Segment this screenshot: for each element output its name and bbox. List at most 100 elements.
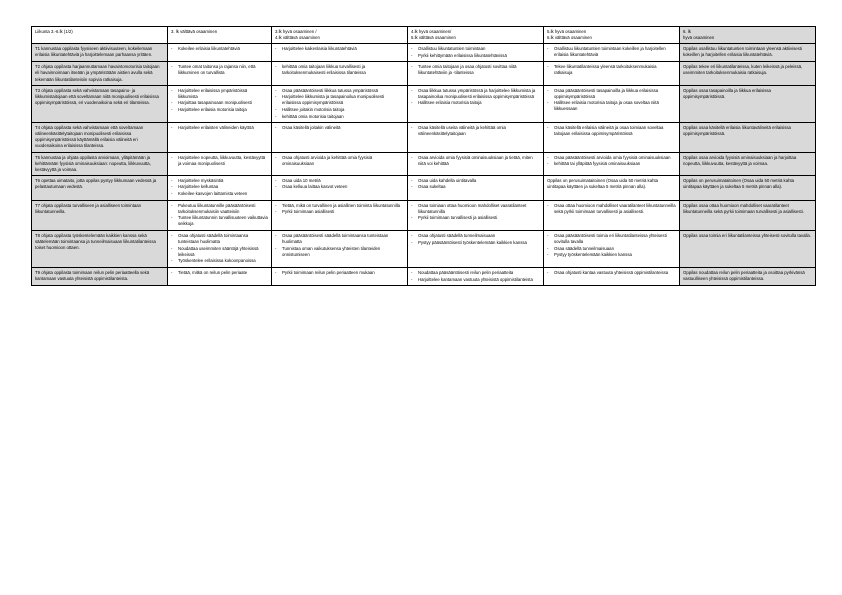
goal-text: T5 kannustaa ja ohjata oppilasta arvioim…	[35, 154, 151, 172]
criteria-cell: Osallistuu liikuntatuntien toimintaan ko…	[543, 43, 680, 63]
criteria-cell: Oppilas osaa ottaa huomioon mahdolliset …	[679, 199, 816, 231]
criteria-cell: Oppilas osallistuu liikuntatuntien toimi…	[679, 43, 816, 63]
goal-cell: T2 ohjata oppilasta harjaannuttamaan hav…	[31, 61, 168, 86]
list-item: Noudattaa pääsääntöisesti reilun pelin p…	[411, 270, 540, 276]
criteria-list: Osaa uida kahdella uintitavallaOsaa suke…	[411, 178, 540, 191]
criteria-cell: Osaa pääsääntöisesti toimia eri liikunta…	[543, 229, 680, 268]
list-item: Harjoittaa tasapainoaan monipuolisesti	[171, 100, 268, 106]
list-item: Osallistuu liikuntatuntien toimintaan ko…	[547, 46, 676, 58]
list-item: Harjoittelee liikkumista ja tasapainoilu…	[275, 94, 404, 106]
criteria-cell: Osaa käsitellä joitakin välineitä	[271, 122, 408, 153]
list-item: Harjoittelee erilaisissa ympäristöissä l…	[171, 88, 268, 100]
list-item: Pyrkii toimimaan reilun pelin periaattee…	[275, 270, 404, 276]
list-item: Pystyy pääsääntöisesti työskentelemään k…	[411, 240, 540, 246]
list-item: Hallitsee joitakin motorisia taitoja	[275, 107, 404, 113]
list-item: Osaa arvioida omia fyysisiä ominaisuuksi…	[411, 155, 540, 167]
criteria-cell: Osaa ohjatusti säädellä toimintaansa tun…	[167, 229, 272, 268]
list-item: Osaa uida 10 metriä	[275, 178, 404, 184]
criteria-cell: Osaa pääsääntöisesti arvioida omia fyysi…	[543, 151, 680, 176]
criteria-list: Noudattaa pääsääntöisesti reilun pelin p…	[411, 270, 540, 283]
criteria-list: Tietää, mikä on turvallinen ja asialline…	[275, 203, 404, 216]
list-item: Osaa toimiaan ottaa huomioon mahdolliset…	[411, 203, 540, 215]
criteria-text: Oppilas tekee eri liikuntatilanteissa, k…	[683, 64, 803, 76]
criteria-list: Kokeilee erilaisia liikuntatehtäviä	[171, 46, 268, 52]
criteria-cell: Pyrkii toimimaan reilun pelin periaattee…	[271, 266, 408, 287]
list-item: Pystyy työskentelemään kaikkien kanssa	[547, 252, 676, 258]
goal-text: T8 ohjata oppilasta työskentelemään kaik…	[35, 232, 156, 251]
criteria-cell: kehittää omia taitojaan liikkua turvalli…	[271, 61, 408, 86]
criteria-list: Osaa ottaa huomioon mahdolliset vaaratil…	[547, 203, 676, 215]
criteria-cell: Harjoittelee erilaisten välineiden käytt…	[167, 122, 272, 153]
goal-cell: T4 ohjata oppilasta sekä vahvistamaan et…	[31, 122, 168, 153]
table-row: T7 ohjata oppilasta turvalliseen ja asia…	[31, 199, 816, 231]
header-row: Liikunta 3.-6.lk (1/2) 3. lk välttävä os…	[31, 25, 816, 45]
criteria-cell: Oppilas on perusuimataitoinen (Osaa uida…	[679, 174, 816, 201]
list-item: Osaa pääsääntöisesti tasapainoilla ja li…	[547, 88, 676, 100]
list-item: Osaa ohjatusti arvioida ja kehittää omia…	[275, 155, 404, 167]
list-item: Pyrkii toimimaan asiallisesti	[275, 209, 404, 215]
criteria-list: Tuntee omat taitonsa ja rajansa niin, et…	[171, 64, 268, 76]
criteria-list: Tietää, mitkä on reilun pelin periaate	[171, 270, 268, 276]
list-item: Harjoittelee nopeutta, liikkuvuutta, kes…	[171, 155, 268, 167]
criteria-cell: Oppilas osaa arvioida fyysisiä ominaisuu…	[679, 151, 816, 176]
criteria-list: Osaa uida 10 metriäOsaa kelluua laittaa …	[275, 178, 404, 191]
header-line: 3. lk välttävä osaaminen	[171, 29, 218, 34]
list-item: Osaa säädellä tunneilmaisuaan	[547, 246, 676, 252]
goal-text: T4 ohjata oppilasta sekä vahvistamaan et…	[35, 125, 144, 149]
list-item: Tunnistaa oman vaikutuksensa yhteisten t…	[275, 246, 404, 258]
criteria-list: Osaa toimiaan ottaa huomioon mahdolliset…	[411, 203, 540, 222]
criteria-cell: Tietää, mitkä on reilun pelin periaate	[167, 266, 272, 287]
criteria-list: Osaa pääsääntöisesti säädellä toimintaan…	[275, 233, 404, 258]
list-item: Tekee liikuntatilanteissa yleensä tarkoi…	[547, 64, 676, 76]
list-item: Tietää, mikä on turvallinen ja asialline…	[275, 203, 404, 209]
criteria-list: Tekee liikuntatilanteissa yleensä tarkoi…	[547, 64, 676, 76]
criteria-list: Osaa ohjatusti kantaa vastuuta yhteisiss…	[547, 270, 676, 276]
list-item: Pyrkii kehittymään erilaisissa liikuntat…	[411, 53, 540, 59]
criteria-list: Osallistuu liikuntatuntien toimintaanPyr…	[411, 46, 540, 59]
criteria-list: Tuntee omia taitojaan ja osaa ohjatusti …	[411, 64, 540, 76]
criteria-cell: Osaa pääsääntöisesti säädellä toimintaan…	[271, 229, 408, 268]
goal-cell: T6 opettaa uimataito, jotta oppilas pyst…	[31, 174, 168, 201]
criteria-list: Osaa pääsääntöisesti toimia eri liikunta…	[547, 233, 676, 258]
list-item: Harjoittelee kantamaan vastuuta yhteisis…	[411, 277, 540, 283]
criteria-cell: Osaa käsitellä erilaisia välineitä ja os…	[543, 122, 680, 153]
header-line: 3.lk hyvä osaaminen /	[275, 29, 317, 34]
header-line: 4.lk välttävä osaaminen	[275, 35, 320, 41]
criteria-cell: Oppilas osaa tasapainoilla ja liikkua er…	[679, 84, 816, 124]
goal-cell: T5 kannustaa ja ohjata oppilasta arvioim…	[31, 151, 168, 176]
criteria-cell: Oppilas osaa käsitellä erilaisia liikunt…	[679, 122, 816, 153]
list-item: Tuntee omat taitonsa ja rajansa niin, et…	[171, 64, 268, 76]
criteria-cell: Osaa pääsääntöisesti liikkua tutussa ymp…	[271, 84, 408, 124]
header-col-3lk-hyva-4lk-valttava: 3.lk hyvä osaaminen /4.lk välttävä osaam…	[271, 25, 408, 45]
list-item: Noudattaa useimmiten sääntöjä yhteisissä…	[171, 246, 268, 258]
criteria-text: Oppilas on perusuimataitoinen (Osaa uida…	[683, 177, 795, 189]
criteria-list: Osaa liikkua tutussa ympäristössä ja har…	[411, 88, 540, 107]
header-line: 6. lk	[683, 29, 691, 34]
criteria-cell: Osallistuu liikuntatuntien toimintaanPyr…	[407, 43, 544, 63]
criteria-cell: Oppilas on perusuimataitoinen (Osaa uida…	[543, 174, 680, 201]
criteria-cell: Tuntee omia taitojaan ja osaa ohjatusti …	[407, 61, 544, 86]
criteria-cell: Noudattaa pääsääntöisesti reilun pelin p…	[407, 266, 544, 287]
list-item: Osaa kelluua laittaa kasvot veteen	[275, 184, 404, 190]
criteria-cell: Oppilas osaa toimia eri liikuntatilantei…	[679, 229, 816, 268]
criteria-cell: Tekee liikuntatilanteissa yleensä tarkoi…	[543, 61, 680, 86]
criteria-cell: Osaa uida 10 metriäOsaa kelluua laittaa …	[271, 174, 408, 201]
goal-cell: T7 ohjata oppilasta turvalliseen ja asia…	[31, 199, 168, 231]
list-item: Osaa ohjatusti säädellä tunneilmaisuaan	[411, 233, 540, 239]
list-item: Osaa pääsääntöisesti arvioida omia fyysi…	[547, 155, 676, 161]
criteria-cell: Osaa liikkua tutussa ympäristössä ja har…	[407, 84, 544, 124]
criteria-cell: Tietää, mikä on turvallinen ja asialline…	[271, 199, 408, 231]
criteria-text: Oppilas osaa arvioida fyysisiä ominaisuu…	[683, 154, 797, 166]
criteria-text: Oppilas osaa ottaa huomioon mahdolliset …	[683, 202, 804, 214]
header-line: 5.lk välttävä osaaminen	[411, 35, 456, 41]
criteria-text: Oppilas osaa käsitellä erilaisia liikunt…	[683, 125, 791, 137]
list-item: Harjoittelee kelluntaa	[171, 184, 268, 190]
header-line: Liikunta 3.-6.lk (1/2)	[35, 29, 73, 34]
list-item: Osaa ohjatusti kantaa vastuuta yhteisiss…	[547, 270, 676, 276]
criteria-list: Osaa käsitellä erilaisia välineitä ja os…	[547, 125, 676, 137]
list-item: Osaa ohjatusti säädellä toimintaansa tun…	[171, 233, 268, 245]
list-item: Kokeilee kasvojen laittamista veteen	[171, 191, 268, 197]
list-item: Pyrkii toimimaan turvallisesti ja asiall…	[411, 215, 540, 221]
header-col-6lk-hyva: 6. lk hyvä osaaminen	[679, 25, 816, 45]
